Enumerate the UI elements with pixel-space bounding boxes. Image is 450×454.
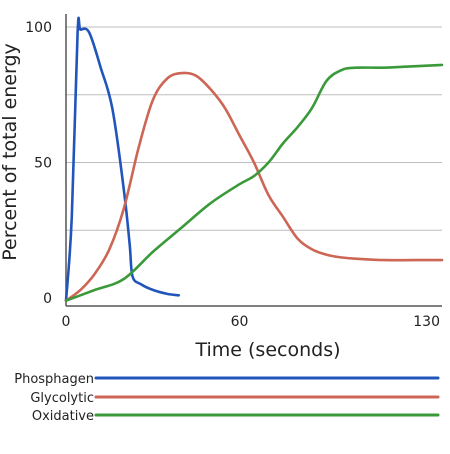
legend-label-oxidative: Oxidative <box>32 409 94 424</box>
legend-label-glycolytic: Glycolytic <box>30 391 94 406</box>
series-line-oxidative <box>64 63 444 302</box>
x-axis-label: Time (seconds) <box>194 339 340 361</box>
y-tick-label-50: 50 <box>34 156 52 172</box>
gridlines <box>66 26 442 231</box>
legend: Phosphagen Glycolytic Oxidative <box>14 372 440 424</box>
y-axis-label: Percent of total energy <box>0 43 21 261</box>
legend-label-phosphagen: Phosphagen <box>14 372 94 387</box>
series-line-phosphagen <box>64 16 181 302</box>
series-lines <box>64 16 444 302</box>
x-tick-labels: 0 60 130 <box>62 314 440 330</box>
y-tick-label-100: 100 <box>25 20 52 36</box>
y-tick-label-0: 0 <box>43 291 52 307</box>
x-tick-label-0: 0 <box>62 314 71 330</box>
x-tick-label-130: 130 <box>413 314 440 330</box>
x-tick-label-60: 60 <box>231 314 249 330</box>
series-line-glycolytic <box>64 71 444 302</box>
y-tick-labels: 0 50 100 <box>25 20 52 307</box>
